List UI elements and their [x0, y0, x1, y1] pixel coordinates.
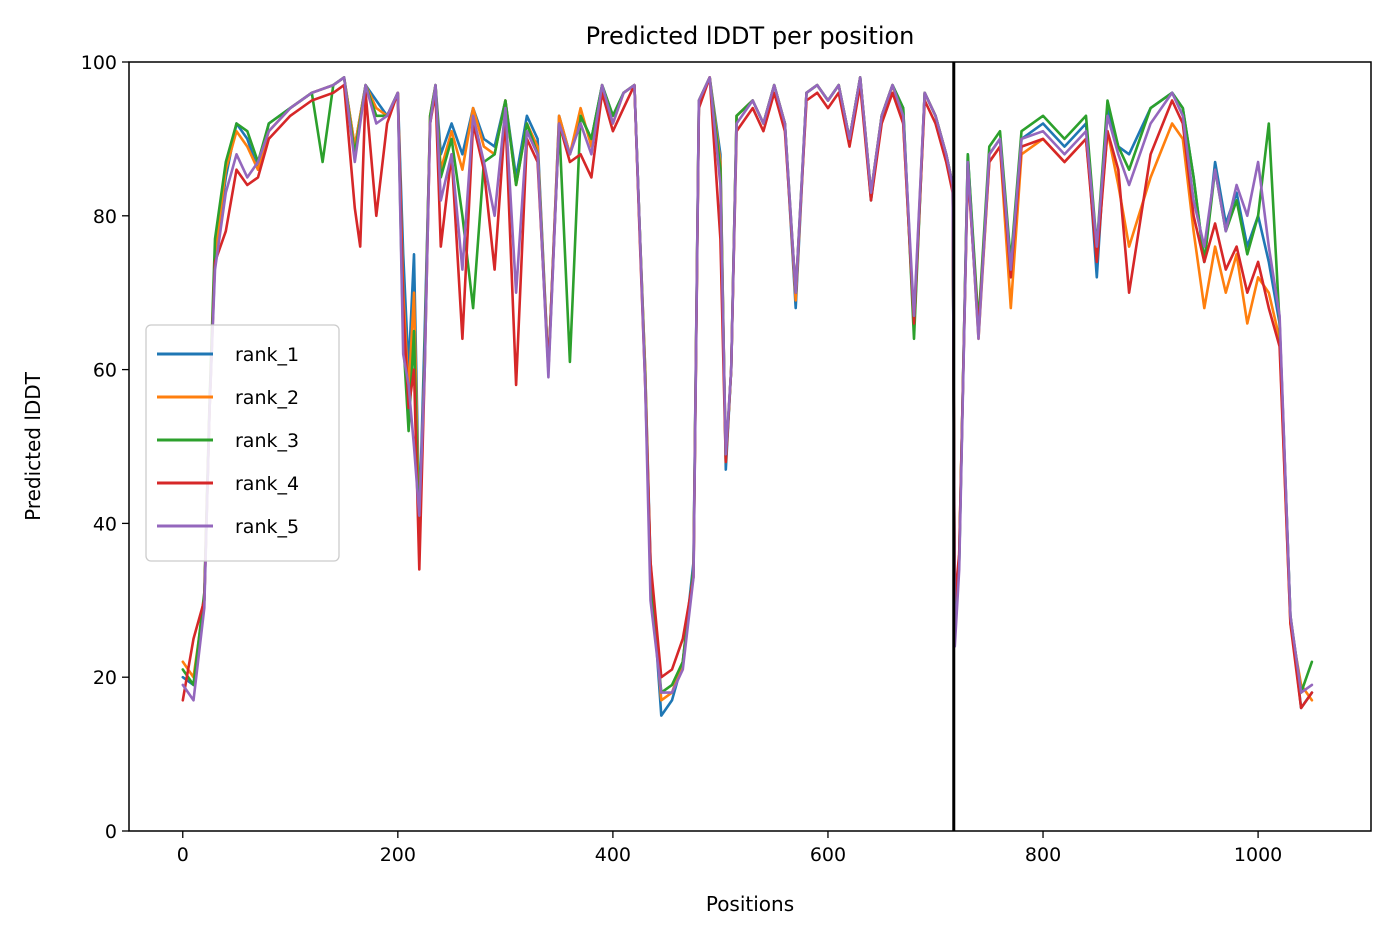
chart-title: Predicted lDDT per position	[586, 22, 915, 50]
x-tick-label: 400	[595, 844, 631, 866]
y-tick-label: 40	[93, 513, 117, 535]
series-line-rank-5	[181, 76, 1314, 702]
y-tick-label: 100	[81, 52, 117, 74]
y-axis-label: Predicted lDDT	[21, 371, 45, 521]
y-tick-label: 60	[93, 360, 117, 382]
y-tick-label: 0	[105, 821, 117, 843]
x-axis-ticks: 0 200 400 600 800 1000	[177, 831, 1282, 866]
legend-label: rank_5	[235, 516, 299, 538]
y-axis-ticks: 0 20 40 60 80 100	[81, 52, 129, 843]
legend: rank_1 rank_2 rank_3 rank_4 rank_5	[145, 324, 340, 562]
legend-label: rank_1	[235, 344, 299, 366]
plot-frame	[128, 61, 1372, 832]
x-tick-label: 1000	[1234, 844, 1282, 866]
legend-label: rank_3	[235, 430, 299, 452]
x-tick-label: 0	[177, 844, 189, 866]
legend-box	[145, 324, 340, 562]
legend-label: rank_2	[235, 387, 299, 409]
legend-label: rank_4	[235, 473, 299, 495]
y-tick-label: 80	[93, 206, 117, 228]
series-layer	[181, 76, 1314, 717]
y-tick-label: 20	[93, 667, 117, 689]
x-tick-label: 600	[810, 844, 846, 866]
x-tick-label: 800	[1025, 844, 1061, 866]
x-tick-label: 200	[380, 844, 416, 866]
x-axis-label: Positions	[706, 892, 794, 916]
